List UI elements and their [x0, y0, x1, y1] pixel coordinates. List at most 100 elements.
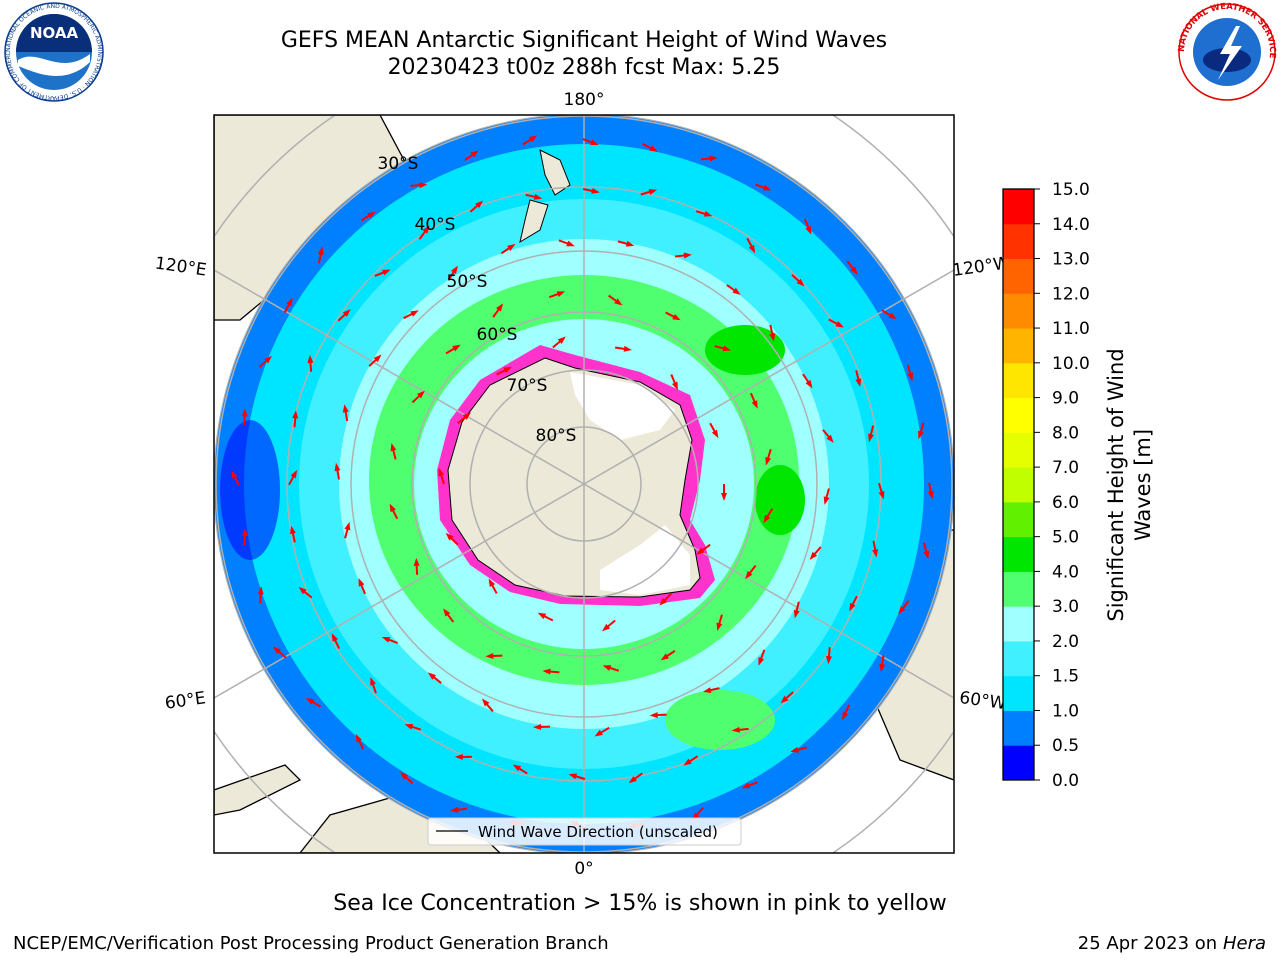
wave-direction-arrowhead	[503, 366, 512, 374]
wave-direction-arrowhead	[307, 354, 314, 364]
latitude-label-40s: 40°S	[415, 215, 456, 235]
wave-low-region	[220, 420, 280, 560]
meridian-label-60e: 60°E	[164, 688, 207, 713]
wave-direction-arrowhead	[272, 646, 281, 654]
wave-direction-arrowhead	[298, 586, 307, 595]
wave-direction-arrowhead	[683, 252, 692, 259]
wave-direction-arrowhead	[289, 525, 296, 535]
colorbar-tick-label: 6.0	[1052, 493, 1079, 513]
colorbar-tick-label: 7.0	[1052, 458, 1079, 478]
wave-direction-arrowhead	[404, 724, 414, 730]
weddell-ice-shelf	[600, 525, 690, 595]
wave-direction-arrowhead	[907, 372, 914, 382]
ross-ice-shelf	[570, 372, 675, 440]
wave-direction-arrowhead	[410, 310, 419, 317]
wave-direction-arrowhead	[590, 139, 599, 146]
wave-direction-arrowhead	[290, 469, 298, 479]
latitude-label-80s: 80°S	[536, 426, 577, 446]
colorbar: 0.0 0.5 1.0 1.5 2.0 3.0 4.0 5.0 6.0 7.0 8.0 9.0 10.0…	[1002, 180, 1155, 791]
colorbar-tick-label: 8.0	[1052, 423, 1079, 443]
wave-direction-arrowhead	[344, 521, 351, 531]
wave-direction-arrowhead	[823, 496, 830, 505]
wave-direction-arrowhead	[659, 597, 668, 606]
wave-patch	[665, 690, 775, 750]
wave-direction-arrowhead	[419, 182, 428, 189]
wave-direction-arrowhead	[342, 309, 351, 317]
colorbar-outline	[1002, 188, 1035, 781]
sea-ice-note: Sea Ice Concentration > 15% is shown in …	[333, 891, 947, 916]
wave-direction-arrowhead	[445, 532, 454, 541]
wave-direction-arrowhead	[451, 265, 458, 275]
wave-direction-arrowhead	[927, 490, 934, 500]
wave-direction-arrowhead	[762, 184, 772, 191]
colorbar-tick-label: 3.0	[1052, 597, 1079, 617]
colorbar-tick-label: 13.0	[1052, 250, 1090, 270]
wave-direction-arrowhead	[602, 665, 612, 671]
colorbar-tick-label: 2.0	[1052, 632, 1079, 652]
wave-direction-arrowhead	[702, 687, 712, 694]
wave-direction-arrowhead	[413, 557, 420, 566]
wave-direction-arrowhead	[528, 135, 538, 143]
wave-direction-arrowhead	[389, 503, 396, 513]
wave-direction-arrowhead	[660, 653, 669, 661]
run-date: 25 Apr 2023 on Hera	[1078, 933, 1266, 954]
wave-direction-arrowhead	[481, 698, 490, 707]
wave-direction-arrowhead	[286, 297, 293, 307]
colorbar-band	[1003, 675, 1034, 711]
colorbar-tick-label: 11.0	[1052, 319, 1090, 339]
wave-direction-arrowhead	[568, 773, 578, 780]
wave-direction-arrowhead	[292, 410, 299, 419]
nws-logo: NATIONAL WEATHER SERVICE	[1176, 2, 1278, 102]
legend-label: Wind Wave Direction (unscaled)	[478, 823, 718, 841]
wave-direction-arrowhead	[623, 345, 632, 352]
wave-direction-arrowhead	[683, 758, 692, 766]
wave-direction-arrowhead	[672, 313, 681, 321]
colorbar-band	[1003, 328, 1034, 364]
wave-direction-arrowhead	[427, 672, 437, 680]
wave-direction-arrowhead	[868, 433, 874, 443]
wave-direction-arrowhead	[399, 771, 408, 780]
wave-direction-arrowhead	[835, 321, 844, 328]
wave-direction-arrowhead	[703, 210, 713, 217]
wave-direction-arrowhead	[512, 764, 522, 772]
wave-direction-arrowhead	[625, 240, 635, 247]
wave-direction-arrowhead	[496, 303, 504, 312]
map-legend: Wind Wave Direction (unscaled)	[427, 817, 742, 846]
wave-direction-arrowhead	[373, 354, 382, 363]
wave-direction-arrowhead	[507, 243, 516, 251]
wave-direction-arrowhead	[826, 434, 834, 443]
wave-direction-arrowhead	[334, 462, 341, 472]
wave-direction-arrowhead	[416, 390, 425, 399]
colorbar-tick-label: 15.0	[1052, 180, 1090, 200]
wave-direction-arrowhead	[796, 278, 805, 287]
wave-direction-arrowhead	[628, 776, 637, 784]
wave-direction-arrowhead	[649, 712, 658, 719]
wave-direction-arrowhead	[488, 578, 496, 587]
latitude-label-30s: 30°S	[378, 154, 419, 174]
wave-direction-arrowhead	[878, 491, 885, 500]
colorbar-label-line1: Significant Height of Wind	[1104, 348, 1128, 621]
wave-direction-arrowhead	[751, 400, 758, 409]
wave-direction-arrowhead	[475, 200, 484, 209]
wave-direction-arrowhead	[648, 189, 658, 195]
wave-direction-arrowhead	[716, 622, 723, 631]
wave-direction-arrowhead	[454, 753, 463, 760]
latitude-label-70s: 70°S	[507, 376, 548, 396]
new-zealand-land	[519, 149, 571, 244]
wave-direction-arrowhead	[850, 266, 858, 275]
colorbar-band	[1003, 189, 1034, 225]
colorbar-tick-label: 12.0	[1052, 284, 1090, 304]
wave-direction-arrowhead	[763, 514, 771, 524]
colorbar-band	[1003, 640, 1034, 677]
colorbar-tick-label: 1.0	[1052, 701, 1079, 721]
wave-direction-arrowhead	[614, 298, 623, 306]
latitude-label-50s: 50°S	[447, 272, 488, 292]
chart-subtitle: 20230423 t00z 288h fcst Max: 5.25	[387, 55, 781, 80]
wave-direction-arrowhead	[721, 492, 727, 501]
meridian-label-120e: 120°E	[154, 254, 208, 281]
latitude-label-60s: 60°S	[477, 325, 518, 345]
colorbar-tick-label: 4.0	[1052, 562, 1079, 582]
colorbar-tick-label: 9.0	[1052, 389, 1079, 409]
wave-direction-arrowhead	[790, 746, 799, 753]
